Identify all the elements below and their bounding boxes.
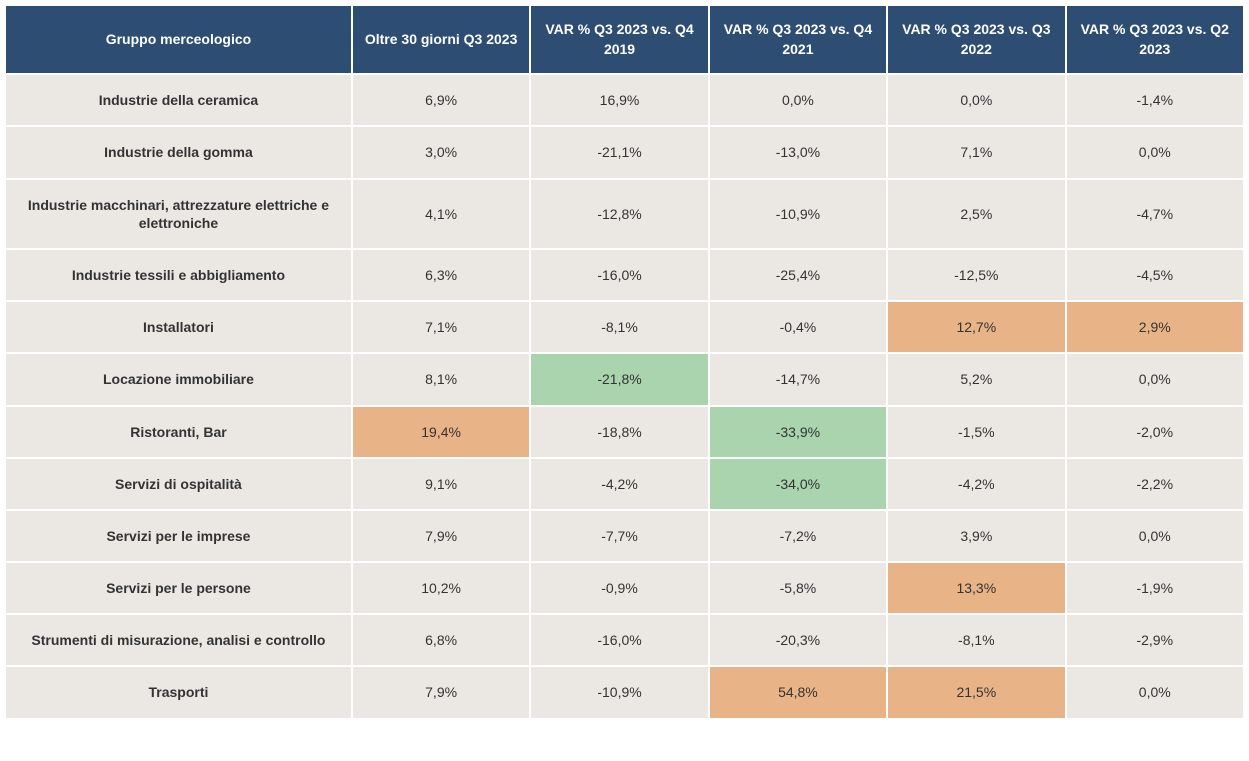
table-row: Installatori7,1%-8,1%-0,4%12,7%2,9%: [5, 301, 1244, 353]
data-cell: 19,4%: [352, 406, 530, 458]
row-label: Servizi per le persone: [5, 562, 352, 614]
data-cell: 0,0%: [1066, 510, 1244, 562]
data-cell: -10,9%: [709, 179, 887, 249]
data-cell: -4,2%: [530, 458, 708, 510]
data-cell: -16,0%: [530, 249, 708, 301]
row-label: Industrie della ceramica: [5, 74, 352, 126]
data-cell: 6,8%: [352, 614, 530, 666]
data-cell: -1,5%: [887, 406, 1065, 458]
table-header: Gruppo merceologicoOltre 30 giorni Q3 20…: [5, 5, 1244, 74]
data-cell: -5,8%: [709, 562, 887, 614]
data-cell: -18,8%: [530, 406, 708, 458]
data-cell: 0,0%: [1066, 353, 1244, 405]
data-cell: 7,9%: [352, 666, 530, 718]
data-cell: -8,1%: [530, 301, 708, 353]
data-cell: -0,9%: [530, 562, 708, 614]
table-body: Industrie della ceramica6,9%16,9%0,0%0,0…: [5, 74, 1244, 718]
data-cell: -4,5%: [1066, 249, 1244, 301]
table-row: Strumenti di misurazione, analisi e cont…: [5, 614, 1244, 666]
table-row: Servizi di ospitalità9,1%-4,2%-34,0%-4,2…: [5, 458, 1244, 510]
data-cell: -7,2%: [709, 510, 887, 562]
table-row: Industrie della gomma3,0%-21,1%-13,0%7,1…: [5, 126, 1244, 178]
data-cell: 16,9%: [530, 74, 708, 126]
row-label: Industrie tessili e abbigliamento: [5, 249, 352, 301]
column-header-3: VAR % Q3 2023 vs. Q4 2021: [709, 5, 887, 74]
data-cell: 12,7%: [887, 301, 1065, 353]
row-label: Industrie macchinari, attrezzature elett…: [5, 179, 352, 249]
data-cell: -21,8%: [530, 353, 708, 405]
data-cell: 0,0%: [887, 74, 1065, 126]
data-cell: 3,9%: [887, 510, 1065, 562]
data-cell: -1,9%: [1066, 562, 1244, 614]
data-cell: -33,9%: [709, 406, 887, 458]
data-cell: 7,1%: [352, 301, 530, 353]
data-cell: -2,9%: [1066, 614, 1244, 666]
data-cell: -2,0%: [1066, 406, 1244, 458]
data-cell: 7,9%: [352, 510, 530, 562]
table-row: Servizi per le persone10,2%-0,9%-5,8%13,…: [5, 562, 1244, 614]
data-cell: -13,0%: [709, 126, 887, 178]
data-cell: -0,4%: [709, 301, 887, 353]
data-cell: 2,5%: [887, 179, 1065, 249]
column-header-1: Oltre 30 giorni Q3 2023: [352, 5, 530, 74]
data-cell: -2,2%: [1066, 458, 1244, 510]
data-cell: -4,2%: [887, 458, 1065, 510]
data-cell: -10,9%: [530, 666, 708, 718]
column-header-5: VAR % Q3 2023 vs. Q2 2023: [1066, 5, 1244, 74]
row-label: Ristoranti, Bar: [5, 406, 352, 458]
data-cell: 4,1%: [352, 179, 530, 249]
data-cell: -4,7%: [1066, 179, 1244, 249]
table-row: Industrie macchinari, attrezzature elett…: [5, 179, 1244, 249]
table-row: Trasporti7,9%-10,9%54,8%21,5%0,0%: [5, 666, 1244, 718]
data-cell: -1,4%: [1066, 74, 1244, 126]
data-cell: 3,0%: [352, 126, 530, 178]
data-cell: -8,1%: [887, 614, 1065, 666]
table-row: Industrie tessili e abbigliamento6,3%-16…: [5, 249, 1244, 301]
data-cell: 6,9%: [352, 74, 530, 126]
data-cell: 0,0%: [1066, 126, 1244, 178]
data-cell: -34,0%: [709, 458, 887, 510]
row-label: Servizi di ospitalità: [5, 458, 352, 510]
table-row: Ristoranti, Bar19,4%-18,8%-33,9%-1,5%-2,…: [5, 406, 1244, 458]
row-label: Strumenti di misurazione, analisi e cont…: [5, 614, 352, 666]
data-cell: -21,1%: [530, 126, 708, 178]
data-cell: 0,0%: [709, 74, 887, 126]
data-cell: -12,5%: [887, 249, 1065, 301]
data-cell: 10,2%: [352, 562, 530, 614]
data-cell: 7,1%: [887, 126, 1065, 178]
data-table: Gruppo merceologicoOltre 30 giorni Q3 20…: [4, 4, 1245, 720]
data-cell: -7,7%: [530, 510, 708, 562]
data-cell: -25,4%: [709, 249, 887, 301]
column-header-2: VAR % Q3 2023 vs. Q4 2019: [530, 5, 708, 74]
data-cell: 6,3%: [352, 249, 530, 301]
row-label: Trasporti: [5, 666, 352, 718]
table-row: Industrie della ceramica6,9%16,9%0,0%0,0…: [5, 74, 1244, 126]
table-row: Locazione immobiliare8,1%-21,8%-14,7%5,2…: [5, 353, 1244, 405]
data-cell: 9,1%: [352, 458, 530, 510]
data-cell: 0,0%: [1066, 666, 1244, 718]
row-label: Industrie della gomma: [5, 126, 352, 178]
column-header-0: Gruppo merceologico: [5, 5, 352, 74]
data-cell: -20,3%: [709, 614, 887, 666]
data-cell: 8,1%: [352, 353, 530, 405]
row-label: Locazione immobiliare: [5, 353, 352, 405]
data-cell: 54,8%: [709, 666, 887, 718]
data-cell: -14,7%: [709, 353, 887, 405]
data-cell: 5,2%: [887, 353, 1065, 405]
data-cell: -12,8%: [530, 179, 708, 249]
data-cell: 21,5%: [887, 666, 1065, 718]
data-cell: 2,9%: [1066, 301, 1244, 353]
data-cell: -16,0%: [530, 614, 708, 666]
table-row: Servizi per le imprese7,9%-7,7%-7,2%3,9%…: [5, 510, 1244, 562]
row-label: Servizi per le imprese: [5, 510, 352, 562]
data-cell: 13,3%: [887, 562, 1065, 614]
row-label: Installatori: [5, 301, 352, 353]
column-header-4: VAR % Q3 2023 vs. Q3 2022: [887, 5, 1065, 74]
